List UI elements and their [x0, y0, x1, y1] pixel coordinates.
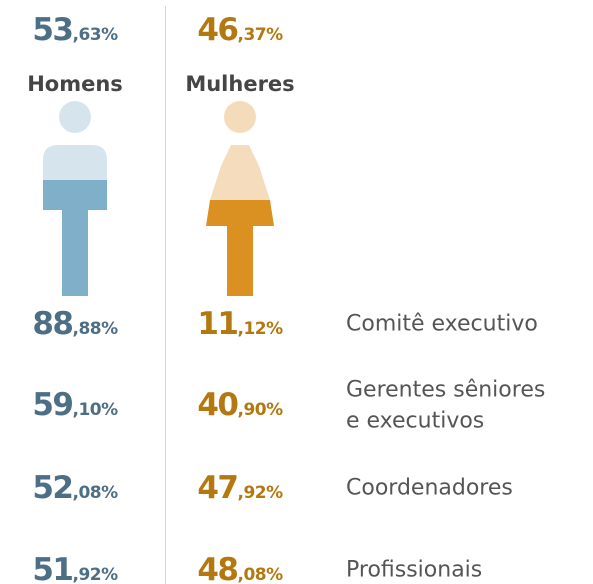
percentage: 46,37%	[197, 12, 283, 48]
woman-skirt	[206, 200, 274, 296]
woman-head	[224, 101, 256, 133]
man-torso	[43, 145, 107, 180]
row-label: Comitê executivo	[346, 311, 538, 337]
man-legs	[43, 180, 107, 296]
percentage: 40,90%	[197, 387, 283, 423]
percentage: 53,63%	[32, 12, 118, 48]
column-header: Mulheres	[185, 72, 295, 96]
divider	[165, 6, 166, 584]
man-head	[59, 101, 91, 133]
woman-torso	[210, 145, 270, 200]
row-label: Coordenadores	[346, 475, 513, 501]
row-label: Profissionais	[346, 557, 483, 583]
percentage: 48,08%	[197, 552, 283, 584]
percentage: 88,88%	[32, 306, 118, 342]
percentage: 51,92%	[32, 552, 118, 584]
column-header: Homens	[27, 72, 123, 96]
row-label: Gerentes sêniores	[346, 377, 546, 402]
percentage: 59,10%	[32, 387, 118, 423]
percentage: 47,92%	[197, 470, 283, 506]
row-label: e executivos	[346, 408, 485, 433]
percentage: 11,12%	[197, 306, 283, 342]
percentage: 52,08%	[32, 470, 118, 506]
